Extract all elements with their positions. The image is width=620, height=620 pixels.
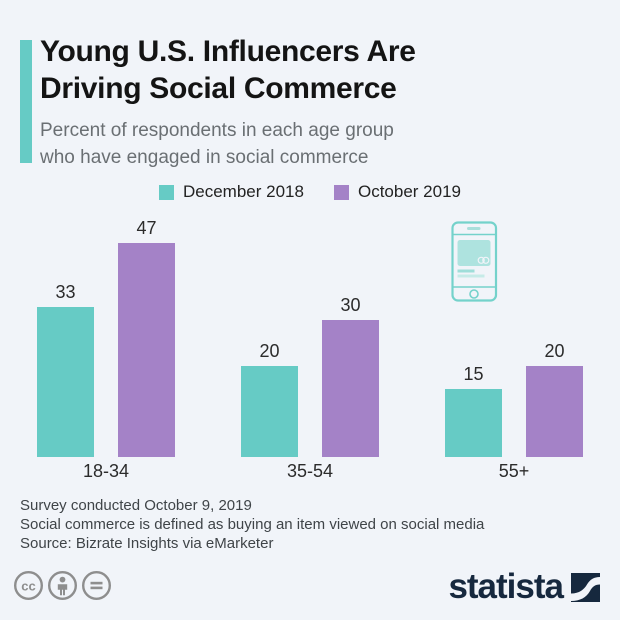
definition-note: Social commerce is defined as buying an … [20, 516, 485, 533]
attribution-icon[interactable] [47, 570, 78, 606]
bar-group-55+: 15 20 55+ [445, 218, 583, 482]
chart-subtitle-line1: Percent of respondents in each age group [40, 120, 394, 141]
bar-value-label: 47 [136, 218, 157, 238]
chart-area: 33 47 18-34 20 30 35-54 15 20 55+ [37, 218, 583, 482]
bars-row: 15 20 [445, 218, 583, 457]
survey-note: Survey conducted October 9, 2019 [20, 497, 252, 514]
svg-text:cc: cc [21, 578, 35, 593]
bar-wrap: 47 [118, 218, 175, 457]
title-accent-bar [20, 40, 32, 163]
no-derivatives-icon[interactable] [81, 570, 112, 606]
bar-group-35-54: 20 30 35-54 [241, 218, 379, 482]
category-label: 55+ [498, 461, 530, 481]
footer-notes: Survey conducted October 9, 2019 Social … [20, 496, 484, 553]
legend-item-1: October 2019 [333, 182, 461, 202]
source-note: Source: Bizrate Insights via eMarketer [20, 535, 274, 552]
bar-wrap: 30 [322, 295, 379, 457]
bar-value-label: 15 [463, 364, 484, 384]
category-label: 35-54 [286, 461, 334, 481]
legend-label: October 2019 [357, 182, 461, 201]
chart-title-line1: Young U.S. Influencers Are [40, 35, 416, 68]
bar-december-2018-18-34 [37, 307, 94, 457]
bar-wrap: 20 [526, 341, 583, 457]
bar-value-label: 30 [340, 295, 361, 315]
chart-title: Young U.S. Influencers Are Driving Socia… [40, 33, 416, 107]
license-icons: cc [13, 570, 112, 606]
bar-october-2019-35-54 [322, 320, 379, 457]
legend-item-0: December 2018 [159, 182, 304, 202]
bar-value-label: 33 [55, 282, 76, 302]
legend: December 2018 October 2019 [0, 182, 620, 202]
bar-december-2018-35-54 [241, 366, 298, 457]
bar-october-2019-55+ [526, 366, 583, 457]
chart-title-line2: Driving Social Commerce [40, 72, 397, 105]
statista-logo-text: statista [448, 567, 564, 606]
chart-subtitle: Percent of respondents in each age group… [40, 117, 394, 171]
legend-label: December 2018 [183, 182, 304, 201]
category-label: 18-34 [82, 461, 130, 481]
bar-value-label: 20 [544, 341, 565, 361]
bar-value-label: 20 [259, 341, 280, 361]
statista-logo[interactable]: statista [448, 567, 600, 606]
chart-subtitle-line2: who have engaged in social commerce [40, 147, 369, 168]
smartphone-social-post-icon [451, 221, 498, 307]
bar-wrap: 20 [241, 341, 298, 457]
bar-wrap: 33 [37, 282, 94, 457]
legend-swatch-icon [333, 184, 349, 200]
statista-logo-mark-icon [571, 572, 600, 602]
legend-swatch-icon [159, 184, 174, 200]
bar-wrap: 15 [445, 364, 502, 457]
bar-december-2018-55+ [445, 389, 502, 457]
bar-group-18-34: 33 47 18-34 [37, 218, 175, 482]
bar-october-2019-18-34 [118, 243, 175, 457]
bars-row: 20 30 [241, 218, 379, 457]
bars-row: 33 47 [37, 218, 175, 457]
creative-commons-icon[interactable]: cc [13, 570, 44, 606]
